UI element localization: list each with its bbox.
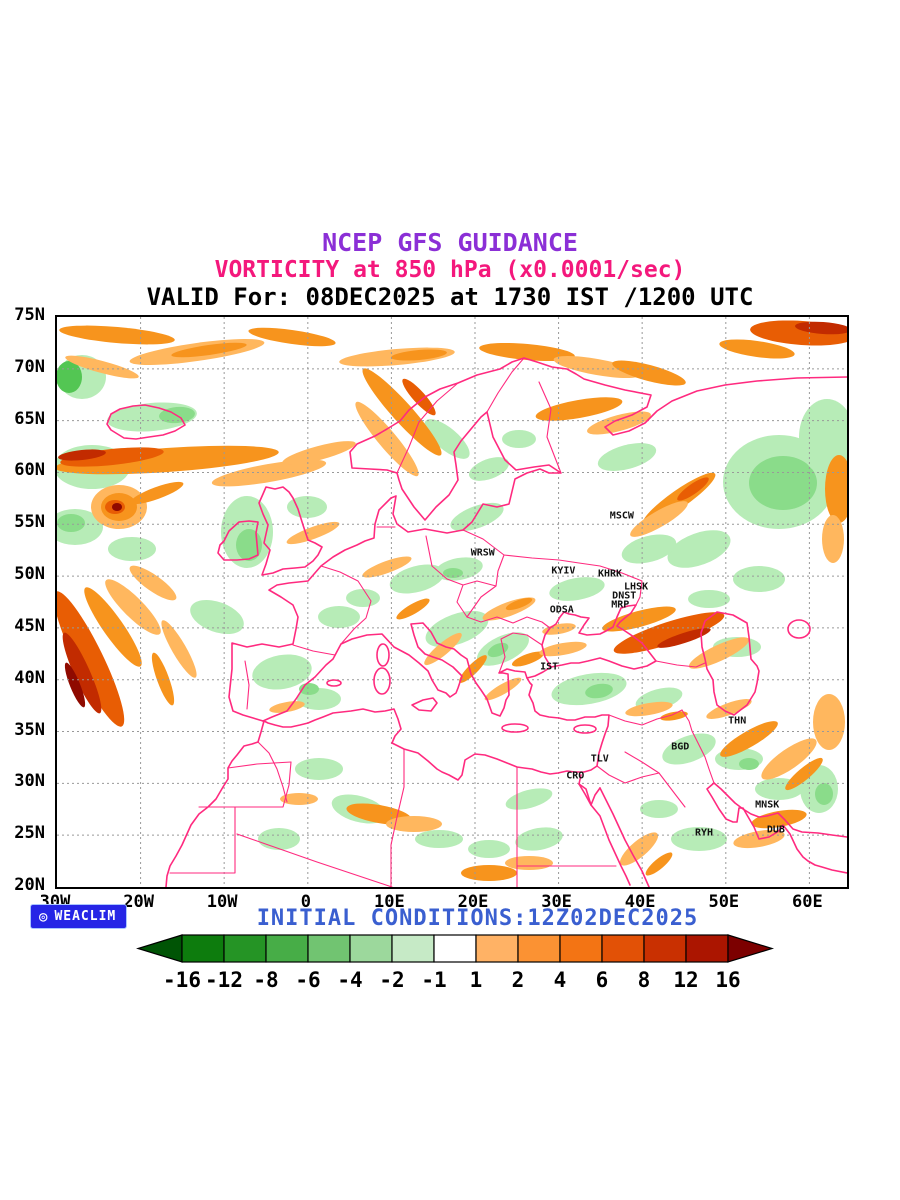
map-frame: MSCW WRSW KYIV KHRK LHSK DNST MRP ODSA IST THN BGD… bbox=[55, 315, 849, 889]
colorbar-tick-label: -1 bbox=[421, 968, 446, 992]
colorbar-tick-label: 4 bbox=[554, 968, 567, 992]
colorbar-tick-label: 16 bbox=[715, 968, 740, 992]
country-borders bbox=[169, 357, 715, 887]
lon-tick-label: 30E bbox=[541, 892, 572, 912]
colorbar-tick-label: 2 bbox=[512, 968, 525, 992]
colorbar-tick-label: -6 bbox=[295, 968, 320, 992]
lon-axis: 30W 20W 10W 0 10E 20E 30E 40E 50E 60E bbox=[40, 890, 845, 914]
colorbar-tick-label: -2 bbox=[379, 968, 404, 992]
weaclim-label: WEACLIM bbox=[54, 909, 117, 924]
vorticity-positive-shading bbox=[57, 320, 847, 881]
lat-tick-label: 45N bbox=[14, 615, 45, 636]
lat-axis: 75N 70N 65N 60N 55N 50N 45N 40N 35N 30N 25N 20N bbox=[0, 305, 51, 895]
colorbar-tick-label: -16 bbox=[163, 968, 201, 992]
colorbar-tick-label: 6 bbox=[596, 968, 609, 992]
graticule bbox=[57, 317, 847, 887]
lat-tick-label: 70N bbox=[14, 356, 45, 377]
lon-tick-label: 60E bbox=[792, 892, 823, 912]
lon-tick-label: 10W bbox=[206, 892, 238, 912]
weaclim-logo-icon: ◎ bbox=[39, 908, 49, 925]
colorbar-tick-label: 12 bbox=[673, 968, 698, 992]
weaclim-badge: ◎ WEACLIM bbox=[30, 904, 128, 929]
colorbar-tick-label: -8 bbox=[253, 968, 278, 992]
model-title: NCEP GFS GUIDANCE bbox=[322, 228, 578, 257]
lon-tick-label: 10E bbox=[374, 892, 405, 912]
lat-tick-label: 75N bbox=[14, 305, 45, 325]
colorbar-tick-label: -12 bbox=[205, 968, 243, 992]
lon-tick-label: 20W bbox=[123, 892, 154, 912]
coastlines bbox=[106, 357, 847, 887]
initial-conditions: INITIAL CONDITIONS:12Z02DEC2025 bbox=[256, 906, 699, 931]
colorbar-tick-label: -4 bbox=[337, 968, 362, 992]
lat-tick-label: 65N bbox=[14, 408, 45, 429]
colorbar: -16 -12 -8 -6 -4 -2 -1 1 2 4 6 8 12 16 bbox=[135, 933, 786, 999]
map-svg bbox=[57, 317, 847, 887]
lat-tick-label: 40N bbox=[14, 667, 45, 688]
valid-time-title: VALID For: 08DEC2025 at 1730 IST /1200 U… bbox=[146, 283, 754, 311]
lat-tick-label: 35N bbox=[14, 719, 45, 740]
lon-tick-label: 40E bbox=[624, 892, 656, 912]
lat-tick-label: 50N bbox=[14, 564, 45, 585]
lon-tick-label: 20E bbox=[457, 892, 489, 912]
colorbar-svg: -16 -12 -8 -6 -4 -2 -1 1 2 4 6 8 12 16 bbox=[135, 934, 775, 992]
lat-tick-label: 20N bbox=[14, 875, 45, 895]
lat-tick-label: 25N bbox=[14, 823, 45, 844]
field-title: VORTICITY at 850 hPa (x0.0001/sec) bbox=[214, 257, 686, 283]
colorbar-tick-label: 8 bbox=[638, 968, 651, 992]
lon-tick-label: 0 bbox=[300, 892, 311, 912]
lat-tick-label: 55N bbox=[14, 512, 45, 533]
lat-tick-label: 60N bbox=[14, 460, 45, 481]
colorbar-tick-label: 1 bbox=[470, 968, 483, 992]
lat-tick-label: 30N bbox=[14, 771, 45, 792]
lon-tick-label: 50E bbox=[708, 892, 740, 912]
